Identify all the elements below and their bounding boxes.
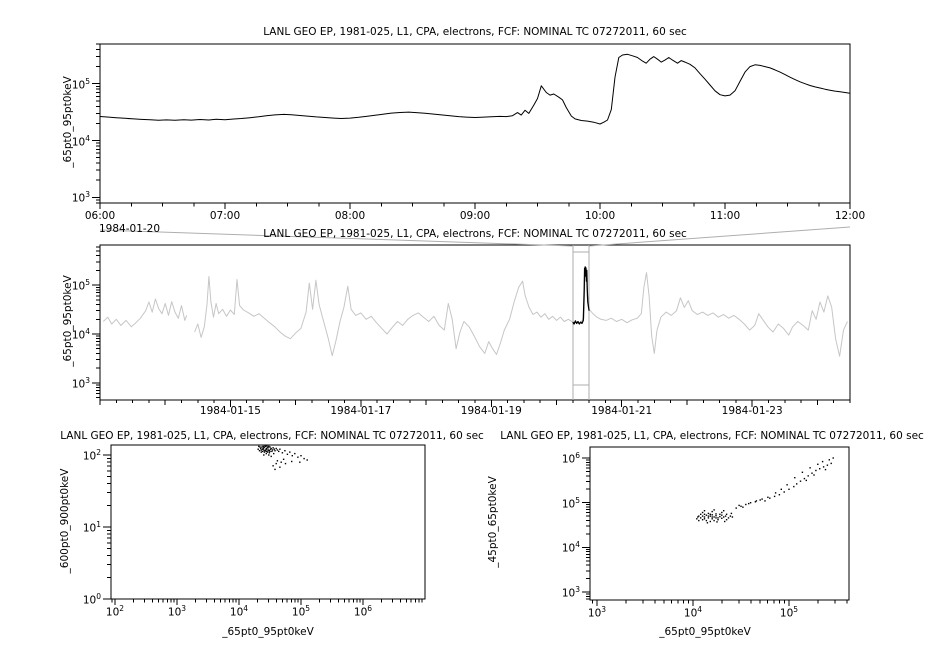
x-tick-label: 12:00 [834, 210, 866, 222]
x-tick-label: 103 [167, 604, 187, 619]
x-tick-label: 06:00 [84, 210, 116, 222]
context-panel-title: LANL GEO EP, 1981-025, L1, CPA, electron… [263, 228, 687, 240]
x-tick-label: 09:00 [459, 210, 491, 222]
x-tick-label: 106 [353, 604, 373, 619]
y-tick-label: 103 [561, 585, 580, 600]
x-tick-label: 11:00 [709, 210, 741, 222]
y-tick-label: 104 [71, 326, 90, 342]
scatter-left-plot-area[interactable] [111, 445, 425, 599]
x-tick-label: 08:00 [334, 210, 366, 222]
y-tick-label: 104 [561, 540, 580, 555]
y-tick-label: 106 [561, 451, 580, 466]
y-tick-label: 105 [71, 76, 90, 92]
context-plot-area[interactable] [100, 245, 850, 400]
scatter-right-x-axis-label: _65pt0_95pt0keV [659, 626, 751, 638]
context-panel-y-axis-label: _65pt0_95pt0keV [62, 275, 74, 367]
x-tick-label: 104 [683, 605, 703, 620]
y-tick-label: 103 [71, 190, 90, 205]
scatter-right-y-axis-label: _45pt0_65pt0keV [487, 476, 499, 568]
top-plot-area[interactable] [100, 44, 850, 203]
scatter-left-y-axis-label: _600pt0_900pt0keV [59, 468, 71, 574]
scatter-right-title: LANL GEO EP, 1981-025, L1, CPA, electron… [500, 430, 924, 442]
x-tick-label: 1984-01-23 [721, 405, 783, 417]
y-tick-label: 105 [71, 278, 90, 293]
y-tick-label: 102 [82, 448, 101, 463]
x-tick-label: 1984-01-15 [199, 405, 261, 417]
top-panel-y-axis-label: _65pt0_95pt0keV [62, 76, 74, 168]
y-tick-label: 105 [561, 495, 580, 511]
x-tick-label: 1984-01-17 [330, 405, 392, 417]
x-tick-label: 103 [587, 605, 607, 620]
top-panel-date-label: 1984-01-20 [99, 223, 161, 235]
x-tick-label: 07:00 [209, 210, 241, 222]
scatter-left-title: LANL GEO EP, 1981-025, L1, CPA, electron… [60, 430, 484, 442]
scatter-left-x-axis-label: _65pt0_95pt0keV [222, 626, 314, 638]
x-tick-label: 104 [229, 604, 249, 619]
x-tick-label: 1984-01-19 [460, 405, 522, 417]
y-tick-label: 104 [71, 133, 90, 149]
y-tick-label: 100 [82, 592, 101, 607]
y-tick-label: 101 [82, 520, 101, 535]
scatter-right-plot-area[interactable] [590, 447, 849, 600]
top-panel-title: LANL GEO EP, 1981-025, L1, CPA, electron… [263, 26, 687, 38]
selection-box[interactable] [572, 245, 590, 400]
x-tick-label: 105 [291, 604, 311, 619]
y-tick-label: 103 [71, 375, 90, 391]
x-tick-label: 1984-01-21 [591, 405, 653, 417]
x-tick-label: 10:00 [584, 210, 616, 222]
x-tick-label: 105 [779, 605, 799, 620]
x-tick-label: 102 [105, 604, 125, 619]
